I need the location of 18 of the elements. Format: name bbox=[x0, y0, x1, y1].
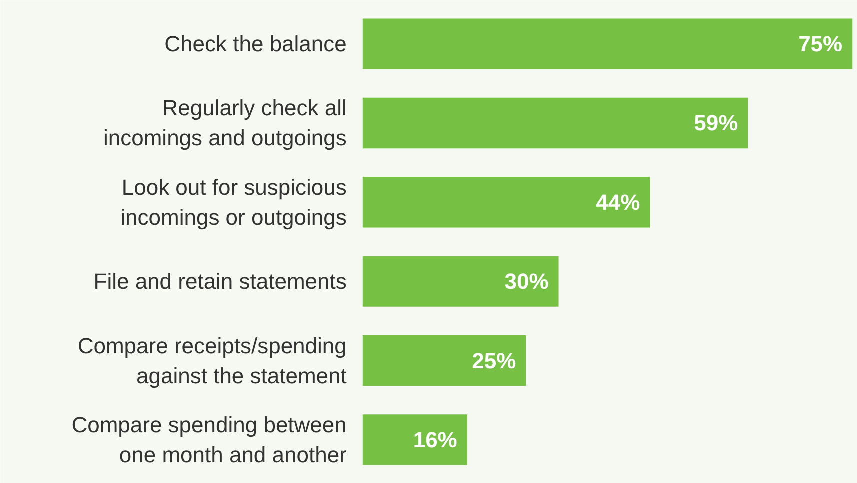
bar bbox=[362, 335, 526, 386]
bar bbox=[362, 18, 853, 70]
y-tick-label: Regularly check all incomings and outgoings bbox=[104, 96, 347, 151]
bar bbox=[362, 177, 650, 228]
y-tick-label: File and retain statements bbox=[94, 269, 347, 294]
y-tick-label: Compare receipts/spending against the statement bbox=[78, 333, 347, 388]
bar bbox=[362, 98, 748, 149]
y-tick-label: Look out for suspicious incomings or outgoings bbox=[120, 174, 347, 230]
data-label: 16% bbox=[413, 427, 458, 452]
y-tick-label: Compare spending between one month and another bbox=[72, 412, 347, 468]
bar bbox=[362, 414, 468, 466]
data-label: 25% bbox=[472, 348, 516, 374]
y-tick-label: Check the balance bbox=[164, 32, 347, 57]
data-label: 75% bbox=[798, 32, 843, 57]
bar bbox=[362, 256, 559, 307]
data-label: 59% bbox=[694, 110, 738, 136]
data-label: 44% bbox=[596, 190, 640, 215]
data-label: 30% bbox=[504, 269, 549, 294]
